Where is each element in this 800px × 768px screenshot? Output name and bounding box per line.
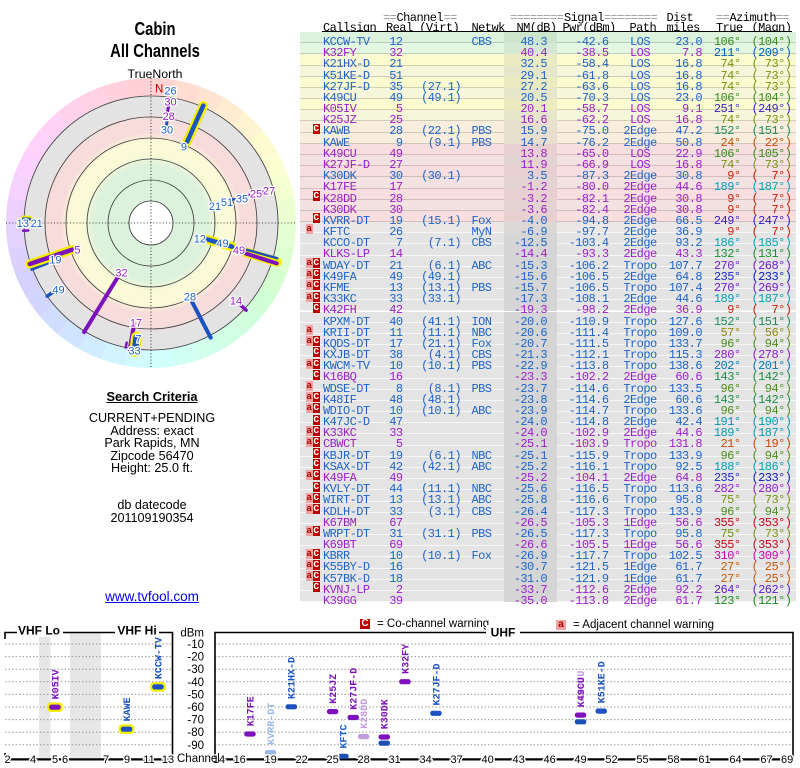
- svg-text:49: 49: [216, 238, 228, 250]
- svg-text:K05IV: K05IV: [51, 669, 62, 699]
- svg-text:14: 14: [230, 295, 242, 307]
- svg-text:N: N: [155, 84, 163, 96]
- svg-text:25: 25: [326, 754, 338, 766]
- svg-text:-70: -70: [187, 715, 204, 727]
- svg-text:K51KE-D: K51KE-D: [598, 661, 609, 703]
- svg-text:28: 28: [163, 111, 175, 123]
- svg-text:22: 22: [295, 754, 307, 766]
- svg-text:33: 33: [128, 345, 140, 357]
- svg-text:9: 9: [124, 754, 130, 766]
- svg-text:14: 14: [213, 754, 225, 766]
- svg-text:7: 7: [135, 333, 141, 345]
- svg-text:Channel: Channel: [177, 753, 220, 765]
- svg-text:UHF: UHF: [491, 626, 516, 640]
- svg-text:-20: -20: [187, 652, 204, 664]
- svg-text:VHF Hi: VHF Hi: [117, 624, 156, 638]
- svg-text:9: 9: [181, 142, 187, 154]
- svg-text:40: 40: [481, 754, 493, 766]
- svg-text:KFTC: KFTC: [339, 724, 350, 748]
- svg-text:dBm: dBm: [180, 628, 204, 640]
- svg-text:21: 21: [31, 218, 43, 230]
- svg-text:5: 5: [52, 754, 58, 766]
- svg-text:32: 32: [115, 267, 127, 279]
- svg-text:4: 4: [30, 754, 36, 766]
- svg-text:KAWE: KAWE: [123, 697, 134, 721]
- svg-text:30: 30: [161, 124, 173, 136]
- svg-text:52: 52: [605, 754, 617, 766]
- svg-text:43: 43: [512, 754, 524, 766]
- svg-text:K49CU: K49CU: [577, 671, 588, 701]
- svg-text:6: 6: [62, 754, 68, 766]
- svg-text:37: 37: [450, 754, 462, 766]
- svg-text:49: 49: [574, 754, 586, 766]
- svg-text:46: 46: [543, 754, 555, 766]
- svg-text:31: 31: [388, 754, 400, 766]
- svg-text:13: 13: [17, 218, 29, 230]
- svg-text:49: 49: [233, 245, 245, 257]
- svg-text:58: 58: [667, 754, 679, 766]
- svg-text:13: 13: [162, 754, 174, 766]
- svg-text:21: 21: [209, 201, 221, 213]
- svg-text:11: 11: [143, 754, 154, 766]
- svg-text:28: 28: [184, 291, 196, 303]
- svg-text:19: 19: [49, 254, 61, 266]
- svg-text:7: 7: [103, 754, 109, 766]
- svg-text:-60: -60: [187, 702, 204, 714]
- svg-text:K30DK: K30DK: [381, 699, 392, 729]
- svg-text:K25JZ: K25JZ: [329, 674, 340, 704]
- svg-text:K32FY: K32FY: [401, 644, 412, 674]
- svg-text:K27JF-D: K27JF-D: [350, 668, 361, 710]
- svg-text:-80: -80: [187, 727, 204, 739]
- svg-text:5: 5: [74, 244, 80, 256]
- svg-text:K27JF-D: K27JF-D: [432, 663, 443, 705]
- svg-text:KVRR-DT: KVRR-DT: [267, 703, 278, 745]
- svg-text:30: 30: [164, 96, 176, 108]
- svg-text:K28DD: K28DD: [360, 699, 371, 729]
- svg-text:K49CU: K49CU: [577, 677, 588, 707]
- svg-text:19: 19: [264, 754, 276, 766]
- svg-text:67: 67: [760, 754, 772, 766]
- svg-text:69: 69: [781, 754, 793, 766]
- svg-text:-30: -30: [187, 664, 204, 676]
- svg-text:35: 35: [236, 194, 248, 206]
- svg-text:17: 17: [130, 317, 142, 329]
- svg-text:55: 55: [636, 754, 648, 766]
- svg-text:16: 16: [234, 754, 246, 766]
- svg-text:K21HX-D: K21HX-D: [288, 657, 299, 699]
- svg-text:28: 28: [357, 754, 369, 766]
- svg-text:-10: -10: [187, 639, 204, 651]
- svg-text:-40: -40: [187, 677, 204, 689]
- svg-text:49: 49: [52, 285, 64, 297]
- svg-text:34: 34: [419, 754, 431, 766]
- svg-text:2: 2: [4, 754, 10, 766]
- svg-text:26: 26: [164, 85, 176, 97]
- svg-text:64: 64: [729, 754, 741, 766]
- svg-text:12: 12: [194, 233, 206, 245]
- svg-text:25: 25: [250, 189, 262, 201]
- svg-text:VHF Lo: VHF Lo: [18, 624, 60, 638]
- svg-text:KCCW-TV: KCCW-TV: [154, 637, 165, 679]
- svg-text:-90: -90: [187, 740, 204, 752]
- svg-text:27: 27: [263, 185, 275, 197]
- svg-text:51: 51: [221, 197, 233, 209]
- svg-text:61: 61: [698, 754, 710, 766]
- svg-text:-50: -50: [187, 689, 204, 701]
- svg-text:K17FE: K17FE: [246, 696, 257, 726]
